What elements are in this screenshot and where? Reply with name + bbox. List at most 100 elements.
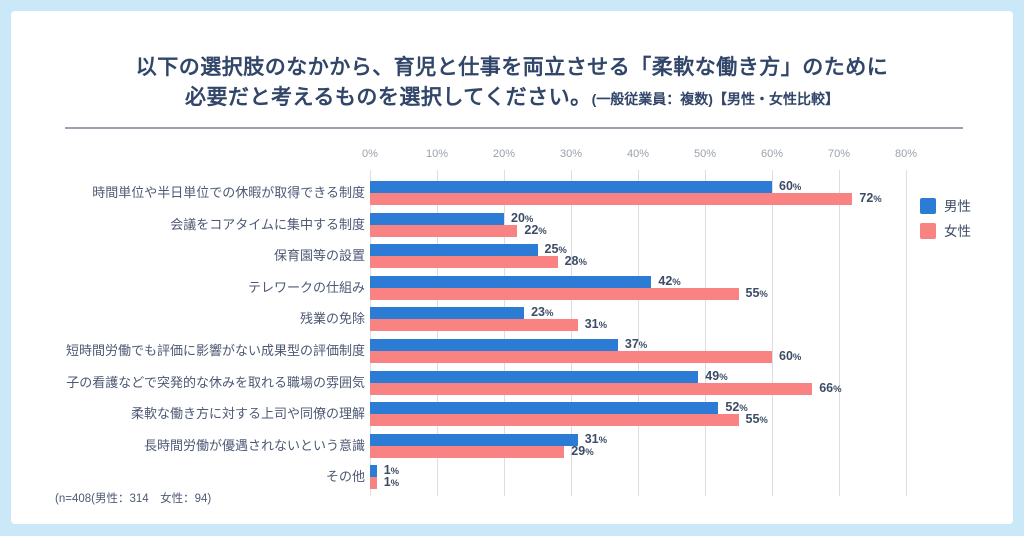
chart-title-line2: 必要だと考えるものを選択してください。(一般従業員：複数)【男性・女性比較】	[11, 83, 1013, 114]
value-number: 60	[779, 349, 793, 363]
value-label: 37%	[625, 337, 647, 352]
value-label: 60%	[779, 179, 801, 194]
legend-label-female: 女性	[944, 224, 971, 239]
value-label: 29%	[571, 444, 593, 459]
value-label: 1%	[384, 463, 399, 478]
value-label: 66%	[819, 381, 841, 396]
value-number: 1	[383, 463, 391, 478]
percent-sign: %	[558, 245, 567, 257]
value-number: 31	[584, 431, 599, 446]
sample-size-footnote: (n=408(男性：314 女性：94)	[55, 493, 212, 505]
bar-male	[370, 181, 772, 193]
bar-female	[370, 256, 558, 269]
gridline	[437, 170, 438, 496]
gridline	[638, 170, 639, 496]
percent-sign: %	[719, 371, 728, 383]
category-label: 残業の免除	[299, 311, 365, 327]
bar-male	[370, 433, 578, 446]
value-number: 55	[745, 285, 760, 300]
bar-female	[370, 319, 578, 332]
gridline	[705, 170, 706, 496]
bar-male	[370, 244, 538, 257]
value-number: 66	[819, 380, 834, 395]
value-label: 60%	[779, 349, 801, 364]
value-number: 52	[725, 400, 740, 415]
category-label: 時間単位や半日単位での休暇が取得できる制度	[92, 185, 365, 200]
category-label: 短時間労働でも評価に影響がない成果型の評価制度	[65, 343, 365, 358]
value-label: 25%	[545, 242, 567, 257]
value-label: 49%	[705, 369, 727, 384]
chart-title-line1: 以下の選択肢のなかから、育児と仕事を両立させる「柔軟な働き方」のために	[135, 56, 889, 79]
axis-tick-label: 40%	[626, 148, 650, 160]
percent-sign: %	[390, 466, 400, 478]
bar-female	[370, 414, 739, 427]
percent-sign: %	[390, 478, 400, 490]
category-label: 柔軟な働き方に対する上司や同僚の理解	[130, 406, 365, 422]
bar-male	[370, 212, 504, 225]
value-label: 52%	[725, 400, 747, 415]
bar-female	[370, 287, 739, 300]
value-label: 72%	[859, 191, 881, 206]
axis-tick-label: 70%	[827, 148, 851, 160]
bar-female	[370, 382, 813, 395]
value-number: 25	[544, 242, 559, 257]
bar-female	[370, 193, 853, 205]
bar-female	[370, 351, 772, 363]
gridline	[370, 170, 371, 496]
percent-sign: %	[672, 276, 681, 288]
percent-sign: %	[598, 320, 608, 332]
percent-sign: %	[759, 288, 768, 300]
value-number: 28	[564, 254, 579, 269]
value-label: 28%	[565, 254, 587, 269]
axis-tick-label: 60%	[760, 148, 784, 160]
value-label: 55%	[746, 412, 768, 427]
category-label: 会議をコアタイムに集中する制度	[170, 216, 365, 232]
category-label: 長時間労働が優遇されないという意識	[143, 437, 365, 453]
gridline	[906, 170, 907, 496]
value-label: 31%	[585, 432, 607, 447]
legend-item-male: 男性	[920, 198, 1010, 215]
bar-male	[370, 465, 377, 478]
axis-tick-label: 0%	[362, 148, 378, 160]
bar-male	[370, 370, 699, 383]
value-number: 72	[859, 191, 874, 205]
bar-female	[370, 224, 518, 237]
category-label: 子の看護などで突発的な休みを取れる職場の雰囲気	[66, 374, 365, 390]
category-label: テレワークの仕組み	[247, 279, 365, 295]
percent-sign: %	[598, 434, 608, 446]
gridline	[504, 170, 505, 496]
chart-title-line2-main: 必要だと考えるものを選択してください。	[185, 86, 592, 109]
category-label: その他	[325, 469, 365, 485]
legend-swatch-female	[920, 223, 936, 239]
value-label: 20%	[511, 211, 533, 226]
axis-tick-label: 30%	[559, 148, 583, 160]
legend-label-male: 男性	[944, 199, 971, 214]
legend-item-female: 女性	[920, 223, 1010, 240]
bar-female	[370, 445, 565, 458]
bar-male	[370, 275, 652, 288]
percent-sign: %	[739, 403, 748, 415]
chart-title: 以下の選択肢のなかから、育児と仕事を両立させる「柔軟な働き方」のために 必要だと…	[11, 53, 1013, 114]
percent-sign: %	[524, 213, 534, 225]
bar-male	[370, 307, 525, 320]
legend-swatch-male	[920, 198, 936, 214]
value-number: 49	[705, 368, 720, 383]
percent-sign: %	[538, 225, 547, 237]
bar-male	[370, 402, 719, 415]
value-number: 20	[511, 210, 525, 225]
value-number: 31	[584, 317, 599, 332]
gridline	[571, 170, 572, 496]
value-label: 1%	[384, 475, 399, 490]
chart-card: 以下の選択肢のなかから、育児と仕事を両立させる「柔軟な働き方」のために 必要だと…	[11, 11, 1013, 524]
percent-sign: %	[545, 308, 554, 320]
percent-sign: %	[759, 415, 768, 427]
gridline	[839, 170, 840, 496]
value-number: 42	[658, 273, 673, 288]
value-number: 23	[531, 305, 545, 320]
percent-sign: %	[833, 383, 842, 395]
percent-sign: %	[638, 340, 648, 351]
bar-female	[370, 477, 377, 490]
category-label: 保育園等の設置	[273, 248, 365, 264]
gridline	[772, 170, 773, 496]
